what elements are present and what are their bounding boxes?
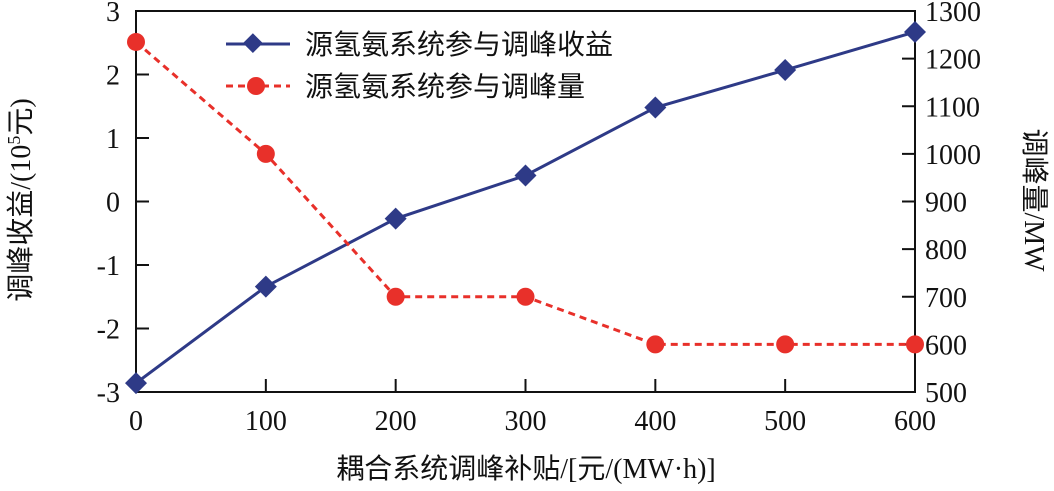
y-left-tick-label: -3 (97, 378, 120, 409)
x-tick-label: 500 (764, 406, 806, 437)
x-tick-label: 200 (375, 406, 417, 437)
circle-marker (646, 335, 665, 354)
x-tick-label: 300 (505, 406, 547, 437)
diamond-marker (904, 20, 926, 43)
y-right-tick-label: 800 (925, 235, 967, 266)
plot-frame (135, 10, 916, 393)
y-right-tick-label: 600 (925, 330, 967, 361)
diamond-marker (644, 96, 667, 119)
circle-marker (127, 32, 145, 51)
diamond-marker (514, 164, 537, 187)
y-left-tick-label: 2 (106, 61, 120, 92)
y-right-tick-label: 700 (925, 283, 967, 314)
y-right-tick-label: 500 (925, 378, 967, 409)
circle-marker (516, 287, 535, 306)
x-axis-label: 耦合系统调峰补贴/[元/(MW·h)] (336, 453, 716, 485)
diamond-marker (384, 207, 407, 230)
y-right-tick-label: 1000 (925, 140, 981, 171)
y-left-tick-label: 1 (106, 124, 120, 155)
circle-marker (776, 335, 795, 354)
y-right-tick-label: 1100 (925, 92, 980, 123)
y-left-tick-label: 3 (106, 0, 120, 28)
diamond-marker (774, 59, 797, 82)
y-right-tick-label: 1200 (925, 45, 981, 76)
x-tick-label: 0 (129, 406, 143, 437)
x-tick-label: 100 (245, 406, 287, 437)
y-right-tick-label: 900 (925, 188, 967, 219)
legend-label-amount: 源氢氨系统参与调峰量 (305, 71, 585, 103)
circle-marker (256, 144, 275, 163)
circle-marker (386, 287, 405, 306)
diamond-marker (125, 372, 147, 395)
y-right-tick-label: 1300 (925, 0, 981, 28)
y-left-tick-label: -1 (97, 251, 120, 282)
x-tick-label: 400 (634, 406, 676, 437)
diamond-marker (254, 275, 277, 298)
axes: 0 100 200 300 400 500 6003210-1-2-313001200110… (97, 0, 981, 437)
x-tick-label: 600 (894, 406, 936, 437)
y-left-tick-label: 0 (106, 188, 120, 219)
legend: 源氢氨系统参与调峰收益 源氢氨系统参与调峰量 (226, 29, 613, 103)
legend-marker-diamond (242, 33, 263, 54)
legend-label-income: 源氢氨系统参与调峰收益 (305, 29, 613, 61)
series-layer (125, 20, 926, 395)
y-left-tick-label: -2 (97, 315, 120, 346)
y-axis-label-left: 调峰收益/(105元) (4, 98, 37, 301)
y-axis-label-right: 调峰量/MW (1018, 128, 1050, 272)
legend-marker-circle (247, 77, 265, 95)
circle-marker (906, 335, 924, 354)
